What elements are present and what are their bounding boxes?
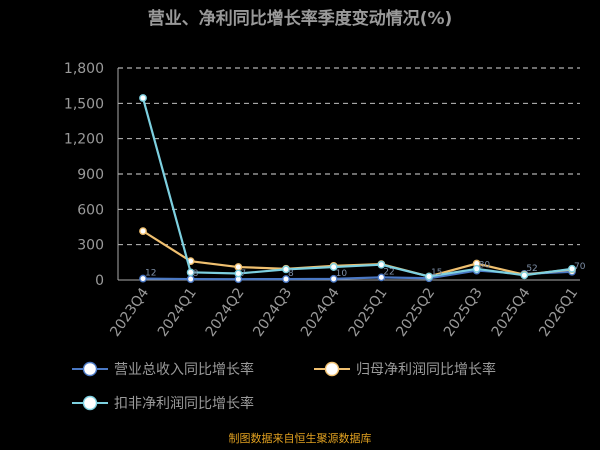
data-point (472, 264, 481, 273)
data-point (377, 273, 386, 282)
legend-label: 归母净利润同比增长率 (356, 361, 496, 378)
legend-label: 营业总收入同比增长率 (114, 361, 254, 378)
series-line (141, 97, 573, 278)
data-point (425, 272, 433, 281)
y-tick-label: 900 (77, 167, 104, 183)
data-point (139, 227, 147, 236)
data-point (329, 274, 338, 283)
data-label: 52 (526, 264, 537, 274)
y-tick-label: 1,500 (64, 96, 104, 112)
data-label: 10 (336, 269, 348, 279)
legend-swatch-marker (82, 395, 98, 411)
data-point (186, 268, 195, 277)
legend-swatch-marker (324, 361, 340, 377)
series-group: 12 8 7 8 10 22 15 80 52 70 (139, 94, 586, 284)
data-point (139, 274, 147, 283)
chart-title: 营业、净利同比增长率季度变动情况(%) (148, 8, 453, 29)
data-label: 8 (193, 269, 199, 279)
data-label: 8 (288, 269, 294, 279)
source-note: 制图数据来自恒生聚源数据库 (229, 431, 372, 445)
data-label: 7 (240, 269, 246, 279)
data-point (139, 94, 147, 102)
data-point (520, 271, 529, 280)
data-point (282, 265, 290, 274)
legend-swatch-marker (82, 361, 98, 377)
y-tick-label: 1,800 (64, 61, 104, 77)
legend-label: 扣非净利润同比增长率 (114, 395, 254, 412)
data-point (568, 264, 576, 273)
y-axis: 0 300 600 900 1,200 1,500 1,800 (64, 61, 104, 289)
data-point (282, 275, 290, 283)
y-tick-label: 300 (77, 238, 104, 254)
data-label: 12 (145, 269, 156, 279)
data-point (377, 260, 386, 269)
data-label: 80 (479, 261, 491, 271)
y-tick-label: 0 (95, 273, 104, 289)
data-label: 15 (431, 268, 442, 278)
y-tick-label: 600 (77, 202, 104, 218)
y-tick-label: 1,200 (64, 132, 104, 148)
data-point (329, 263, 338, 271)
data-label: 70 (574, 262, 586, 272)
data-point (234, 269, 243, 278)
data-label: 22 (383, 267, 394, 277)
